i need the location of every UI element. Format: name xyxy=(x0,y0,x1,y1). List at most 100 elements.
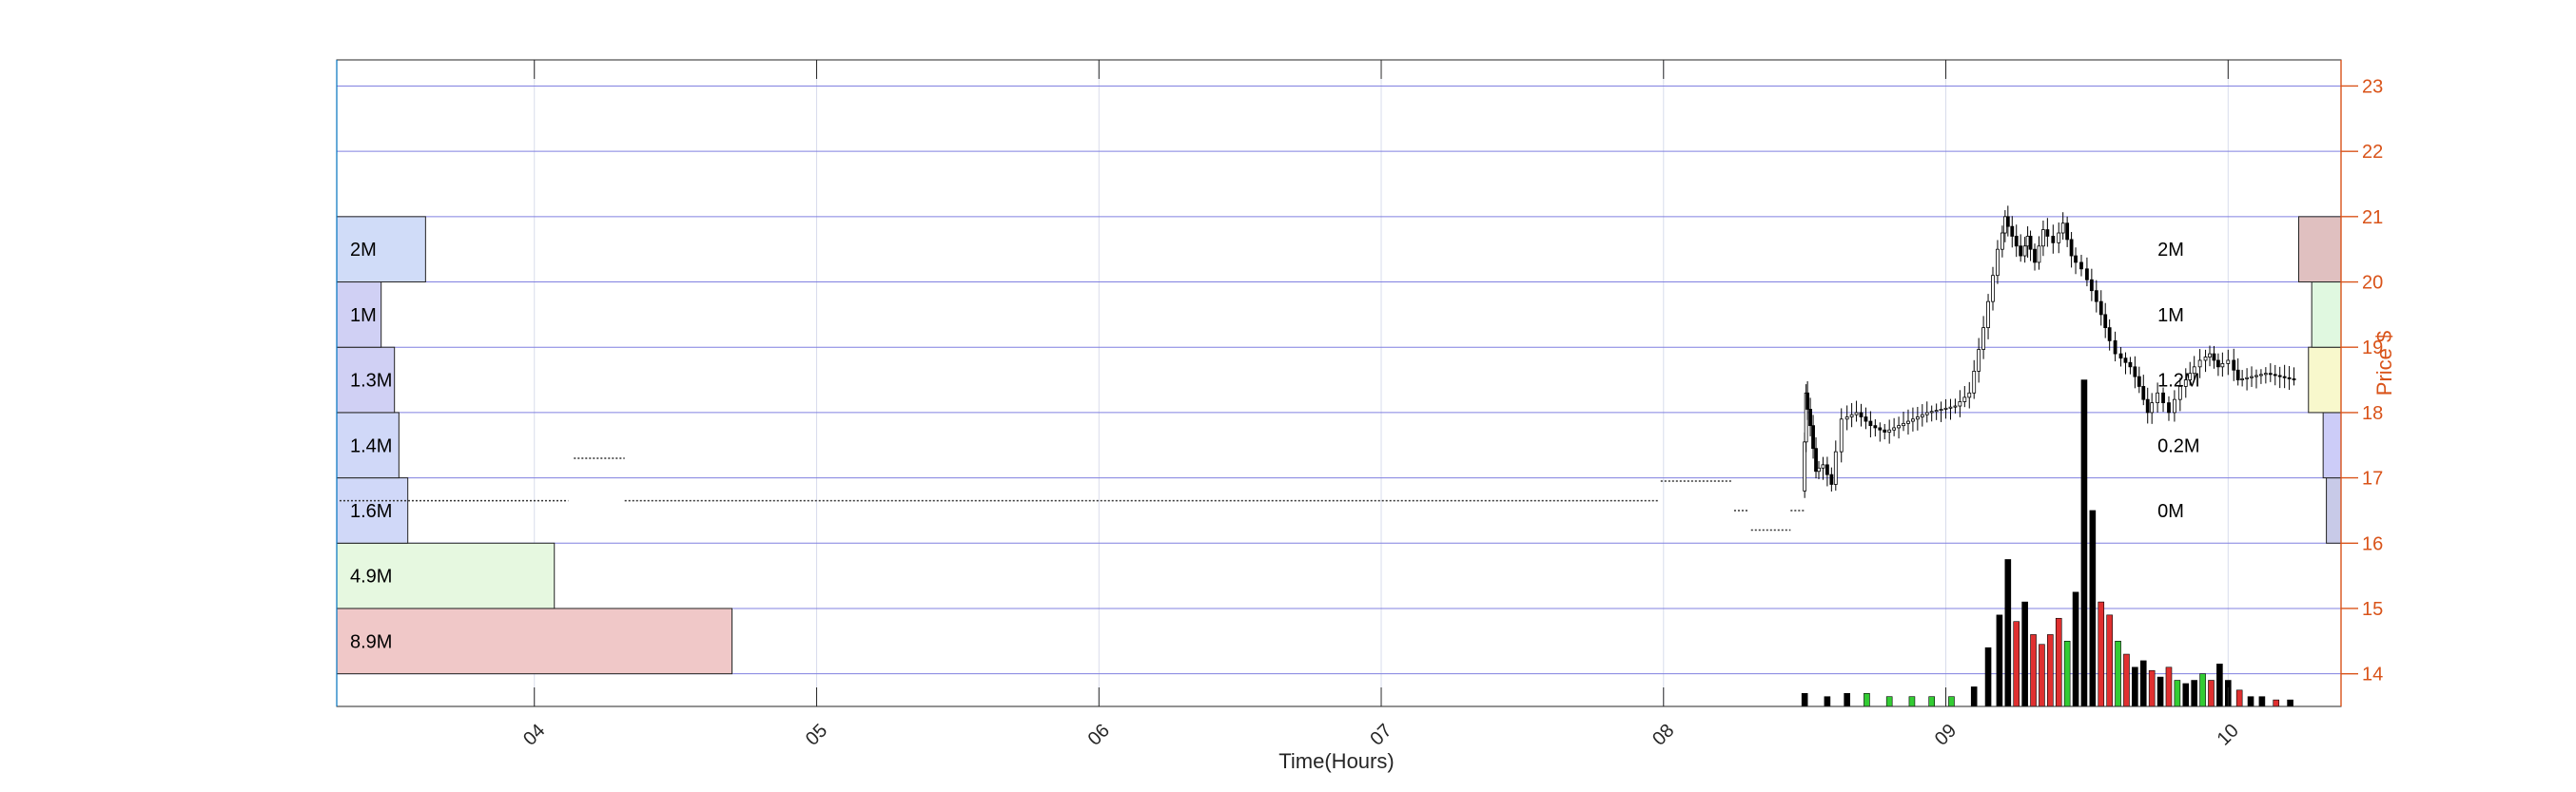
volume-bar xyxy=(2199,673,2206,707)
volume-bar xyxy=(1948,696,1955,707)
candle-body xyxy=(2133,366,2137,377)
candle-body xyxy=(1878,427,1883,431)
candle-body xyxy=(1962,396,1967,402)
candle-body xyxy=(2167,402,2171,414)
volume-bar xyxy=(1970,686,1978,707)
volume-bar xyxy=(2089,510,2097,707)
premarket-levels xyxy=(339,457,1805,531)
profile-left-bar xyxy=(336,216,426,283)
profile-left-bar xyxy=(336,477,409,544)
candle-body xyxy=(2263,373,2268,376)
y-tick-label: 18 xyxy=(2362,403,2383,424)
candle-body xyxy=(2085,268,2089,280)
x-tick-label: 09 xyxy=(1931,720,1961,749)
candle-body xyxy=(2235,369,2240,380)
volume-bar xyxy=(1996,614,2003,707)
candle-body xyxy=(1854,412,1859,415)
candle-body xyxy=(2277,375,2282,377)
candle-body xyxy=(1902,422,1905,427)
candle-body xyxy=(1864,416,1868,422)
candle-body xyxy=(2103,314,2108,329)
candle-body xyxy=(2145,398,2150,414)
candle-body xyxy=(1849,414,1854,417)
volume-bar xyxy=(2004,559,2012,707)
volume-bar xyxy=(2072,591,2079,707)
candle-body xyxy=(1811,425,1815,450)
volume-bar xyxy=(2235,689,2243,707)
y-tick-label: 16 xyxy=(2362,533,2383,554)
candle-body xyxy=(2137,376,2141,387)
candle-body xyxy=(2025,236,2030,247)
candle-body xyxy=(1839,418,1844,453)
candle-body xyxy=(1924,412,1929,415)
candle-body xyxy=(2089,279,2094,292)
x-tick-label: 08 xyxy=(1649,720,1678,749)
candle-body xyxy=(1883,429,1887,433)
profile-left-bar xyxy=(336,542,556,609)
profile-left-label: 2M xyxy=(350,240,377,261)
volume-bar xyxy=(2115,641,2121,707)
candle-body xyxy=(1897,425,1901,429)
profile-right-bar xyxy=(2326,477,2342,544)
x-tick-label: 04 xyxy=(519,720,549,749)
candle-body xyxy=(1829,473,1834,485)
volume-bar xyxy=(2216,664,2223,707)
candle-body xyxy=(2273,374,2277,377)
candle-body xyxy=(2188,373,2193,380)
volume-bar xyxy=(2055,617,2062,707)
candle-body xyxy=(1887,429,1892,433)
candle-body xyxy=(1996,248,2000,277)
volume-bar xyxy=(2139,660,2147,707)
candle-body xyxy=(1825,464,1829,475)
candle-body xyxy=(2141,386,2146,400)
volume-bar xyxy=(2098,601,2105,707)
candle-body xyxy=(1814,448,1818,473)
profile-right-label: 1M xyxy=(2157,305,2184,326)
candle-body xyxy=(2010,225,2015,237)
volume-bar xyxy=(1908,696,1916,707)
candle-body xyxy=(2292,378,2296,380)
candle-body xyxy=(2212,353,2216,361)
candle-body xyxy=(2000,232,2004,250)
candle-body xyxy=(2208,353,2212,357)
candle-body xyxy=(2173,398,2176,414)
volume-bar xyxy=(2030,634,2037,707)
candle-body xyxy=(1873,425,1878,429)
x-tick-label: 07 xyxy=(1366,720,1395,749)
candle-body xyxy=(2037,245,2041,263)
volume-bar xyxy=(2132,666,2138,707)
candle-body xyxy=(2098,300,2103,316)
volume-bar xyxy=(2273,699,2280,707)
volume-bar xyxy=(2191,680,2197,707)
candle-body xyxy=(2028,236,2033,250)
x-tick-label: 06 xyxy=(1084,720,1114,749)
volume-bar xyxy=(2080,379,2088,707)
candle-body xyxy=(1906,420,1910,424)
candle-body xyxy=(1817,467,1821,473)
candle-body xyxy=(2254,375,2258,377)
candle-body xyxy=(2022,245,2027,257)
candle-body xyxy=(1934,410,1939,413)
candle-body xyxy=(2183,379,2188,387)
candle-body xyxy=(2287,377,2292,379)
profile-left-bar xyxy=(336,412,400,479)
candle-body xyxy=(2232,359,2236,371)
volume-bar xyxy=(2208,680,2215,707)
candle-body xyxy=(2156,392,2160,404)
candle-body xyxy=(1911,418,1915,422)
candle-body xyxy=(2192,366,2196,375)
profile-left-label: 1M xyxy=(350,305,377,326)
candle-body xyxy=(2051,236,2056,243)
volume-bar xyxy=(1801,692,1808,707)
volume-bar xyxy=(2247,696,2254,707)
candle-body xyxy=(2259,374,2263,377)
candle-body xyxy=(2005,216,2010,227)
candle-body xyxy=(2197,359,2202,368)
profile-right-bar xyxy=(2311,281,2342,348)
volume-bar xyxy=(1824,696,1831,707)
candle-body xyxy=(2019,245,2023,257)
candle-body xyxy=(1943,407,1948,410)
volume-bar xyxy=(2156,676,2164,707)
